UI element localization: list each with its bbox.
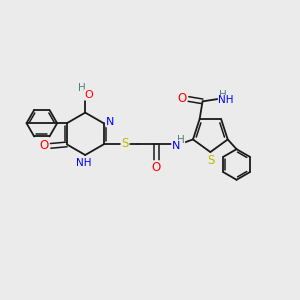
Text: NH: NH bbox=[76, 158, 92, 168]
Text: NH: NH bbox=[218, 95, 234, 106]
Text: H: H bbox=[177, 135, 184, 145]
Text: O: O bbox=[152, 161, 161, 174]
Text: H: H bbox=[219, 90, 227, 100]
Text: S: S bbox=[207, 154, 214, 166]
Text: H: H bbox=[78, 83, 86, 94]
Text: O: O bbox=[177, 92, 187, 105]
Text: O: O bbox=[40, 140, 49, 152]
Text: S: S bbox=[122, 137, 129, 150]
Text: N: N bbox=[106, 117, 114, 127]
Text: N: N bbox=[172, 141, 180, 151]
Text: O: O bbox=[84, 90, 93, 100]
